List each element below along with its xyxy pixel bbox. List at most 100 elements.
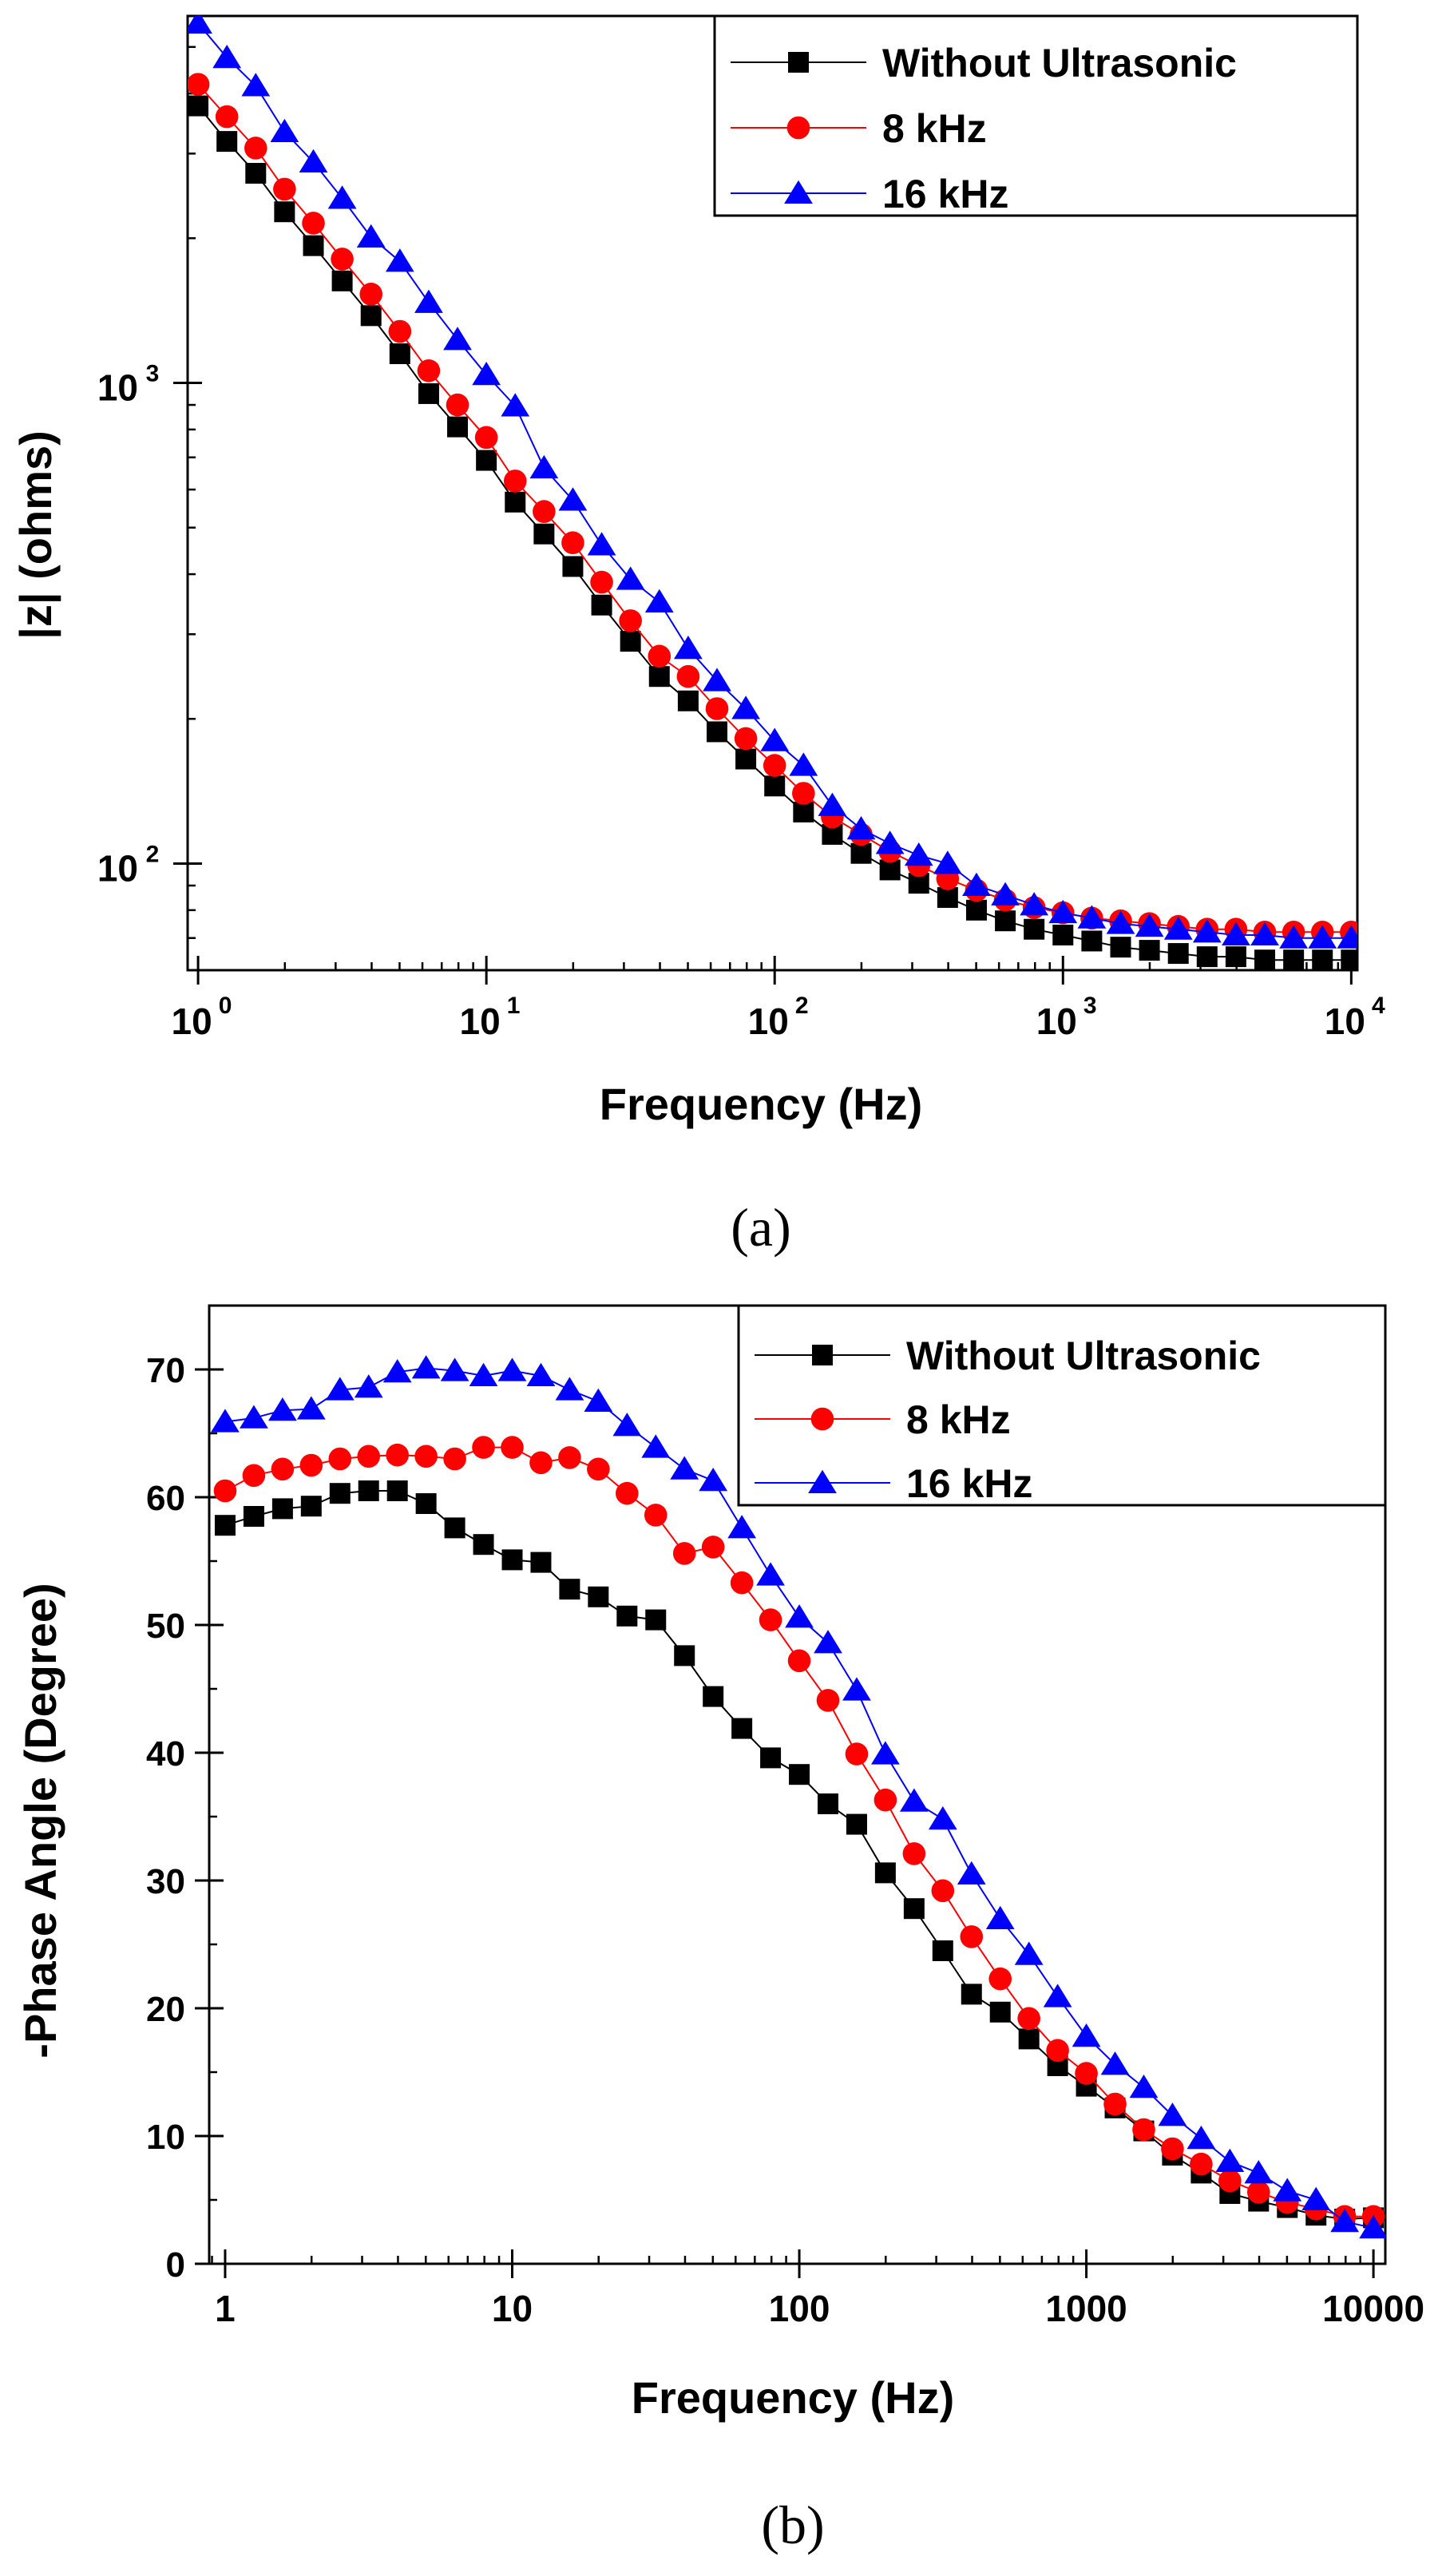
data-point-16-khz	[899, 1788, 929, 1812]
data-point-without-ultrasonic	[501, 1549, 523, 1571]
legend-marker-8-khz	[810, 1407, 834, 1431]
legend-marker-16-khz	[784, 180, 813, 204]
data-point-16-khz	[962, 872, 991, 897]
chart-b-series	[211, 1355, 1385, 2239]
data-point-8-khz	[561, 531, 584, 555]
data-point-8-khz	[676, 664, 700, 688]
data-point-8-khz	[1218, 2169, 1242, 2193]
data-point-16-khz	[846, 815, 876, 840]
data-point-16-khz	[616, 566, 645, 590]
legend-marker-8-khz	[786, 116, 810, 140]
x-tick-exponent: 0	[219, 993, 232, 1019]
data-point-8-khz	[616, 1481, 639, 1505]
legend-marker-16-khz	[808, 1469, 837, 1493]
data-point-without-ultrasonic	[818, 1793, 839, 1814]
data-point-16-khz	[727, 1515, 757, 1539]
data-point-8-khz	[931, 1879, 955, 1903]
chart-b-ylabel: -Phase Angle (Degree)	[15, 1583, 65, 2058]
data-point-16-khz	[501, 393, 530, 417]
y-tick-label: 10	[146, 2118, 185, 2157]
x-tick-exponent: 3	[1083, 993, 1097, 1019]
y-tick-label: 0	[166, 2245, 185, 2285]
data-point-8-khz	[988, 1967, 1012, 1991]
data-point-16-khz	[785, 1604, 814, 1628]
data-point-16-khz	[1129, 2074, 1159, 2098]
data-point-8-khz	[845, 1742, 869, 1766]
data-point-without-ultrasonic	[961, 1984, 982, 2005]
chart-a-ylabel: |z| (ohms)	[10, 430, 61, 640]
data-point-8-khz	[213, 1479, 237, 1503]
data-point-8-khz	[388, 319, 412, 343]
data-point-without-ultrasonic	[1312, 949, 1333, 970]
chart-a: 10 0 10 1 10 2 10 3 10 410 210 3 Without Ultrasonic…	[10, 14, 1385, 1258]
x-tick-exponent: 1	[507, 993, 521, 1019]
data-point-16-khz	[1163, 916, 1193, 940]
data-point-8-khz	[443, 1447, 466, 1471]
data-point-without-ultrasonic	[214, 1515, 236, 1536]
data-point-without-ultrasonic	[850, 842, 872, 864]
data-point-without-ultrasonic	[216, 131, 238, 153]
data-point-16-khz	[1273, 2178, 1302, 2201]
data-point-8-khz	[587, 1457, 610, 1481]
data-point-16-khz	[472, 362, 501, 386]
data-point-8-khz	[792, 782, 815, 805]
data-point-without-ultrasonic	[1196, 946, 1218, 968]
data-point-16-khz	[703, 668, 731, 692]
data-point-8-khz	[960, 1925, 984, 1948]
data-point-16-khz	[1337, 925, 1357, 949]
data-point-without-ultrasonic	[648, 666, 670, 688]
data-point-8-khz	[357, 1445, 381, 1468]
data-point-16-khz	[1186, 2125, 1216, 2150]
data-point-without-ultrasonic	[331, 270, 353, 291]
data-point-16-khz	[731, 696, 760, 719]
data-point-8-khz	[414, 1445, 438, 1468]
data-point-16-khz	[443, 327, 472, 351]
data-point-8-khz	[644, 1504, 668, 1527]
legend-marker-without-ultrasonic	[788, 52, 809, 73]
data-point-without-ultrasonic	[731, 1718, 753, 1739]
y-tick-label: 60	[146, 1479, 185, 1518]
data-point-16-khz	[558, 487, 588, 511]
data-point-without-ultrasonic	[846, 1813, 867, 1835]
data-point-16-khz	[641, 1434, 671, 1458]
data-point-without-ultrasonic	[874, 1862, 896, 1884]
data-point-8-khz	[1190, 2152, 1213, 2176]
x-tick-label: 1	[215, 2288, 236, 2329]
data-point-8-khz	[273, 177, 296, 201]
data-point-16-khz	[188, 16, 212, 34]
chart-a-xlabel: Frequency (Hz)	[600, 1079, 923, 1129]
data-point-without-ultrasonic	[703, 1686, 724, 1707]
data-point-without-ultrasonic	[588, 1586, 609, 1607]
data-point-16-khz	[270, 118, 299, 143]
data-point-8-khz	[672, 1542, 696, 1565]
series-area	[188, 16, 1357, 970]
data-point-16-khz	[1106, 910, 1135, 934]
chart-a-legend: Without Ultrasonic 8 kHz 16 kHz	[713, 14, 1359, 217]
data-point-8-khz	[299, 1453, 323, 1477]
data-point-16-khz	[385, 248, 414, 272]
data-point-16-khz	[1308, 925, 1337, 949]
legend-label-without-ultrasonic: Without Ultrasonic	[882, 41, 1237, 85]
data-point-8-khz	[215, 105, 239, 129]
data-point-16-khz	[1020, 892, 1049, 916]
data-point-16-khz	[212, 44, 242, 69]
data-point-16-khz	[497, 1357, 527, 1381]
data-point-without-ultrasonic	[329, 1483, 351, 1504]
data-point-16-khz	[411, 1355, 441, 1379]
data-point-without-ultrasonic	[473, 1534, 494, 1556]
data-point-16-khz	[612, 1413, 642, 1437]
data-point-without-ultrasonic	[271, 1498, 293, 1520]
data-point-8-khz	[558, 1446, 581, 1469]
data-point-16-khz	[240, 1405, 268, 1429]
data-point-8-khz	[446, 393, 469, 417]
data-point-8-khz	[1132, 2118, 1155, 2142]
data-point-without-ultrasonic	[677, 690, 699, 711]
data-point-without-ultrasonic	[707, 721, 728, 743]
legend-marker-without-ultrasonic	[812, 1345, 833, 1365]
chart-a-axes: 10 0 10 1 10 2 10 3 10 410 210 3	[97, 14, 1385, 1042]
data-point-16-khz	[1222, 921, 1250, 945]
data-point-without-ultrasonic	[415, 1493, 437, 1514]
data-point-without-ultrasonic	[764, 775, 786, 797]
data-point-8-khz	[701, 1536, 725, 1559]
data-point-16-khz	[1279, 925, 1309, 949]
